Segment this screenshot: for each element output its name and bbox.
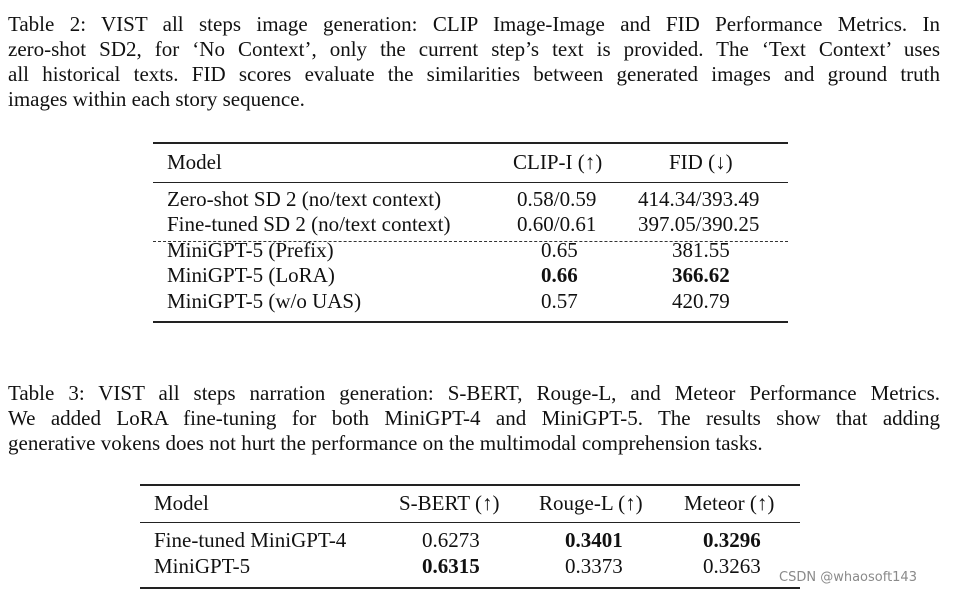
mid-rule	[140, 522, 800, 523]
table-row-model: MiniGPT-5 (Prefix)	[167, 238, 334, 262]
header-meteor: Meteor (↑)	[684, 491, 775, 515]
caption-line: We added LoRA fine-tuning for both MiniG…	[8, 406, 940, 430]
table-row-fid: 420.79	[672, 289, 730, 313]
table-row-sbert: 0.6273	[422, 528, 480, 552]
table-row-fid: 381.55	[672, 238, 730, 262]
header-model: Model	[167, 150, 222, 174]
table-row-fid: 414.34/393.49	[638, 187, 760, 211]
table-row-clip: 0.66	[541, 263, 578, 287]
table-row-model: MiniGPT-5 (LoRA)	[167, 263, 335, 287]
table-row-clip: 0.60/0.61	[517, 212, 597, 236]
table-row-meteor: 0.3263	[703, 554, 761, 578]
bottom-rule	[153, 321, 788, 323]
caption-line: Table 3: VIST all steps narration genera…	[8, 381, 940, 405]
table-row-model: MiniGPT-5	[154, 554, 251, 578]
table-row-model: MiniGPT-5 (w/o UAS)	[167, 289, 362, 313]
header-clip: CLIP-I (↑)	[513, 150, 603, 174]
caption-line: Table 2: VIST all steps image generation…	[8, 12, 940, 36]
bottom-rule	[140, 587, 800, 589]
table3: Model S-BERT (↑) Rouge-L (↑) Meteor (↑) …	[140, 484, 800, 592]
table-row-clip: 0.57	[541, 289, 578, 313]
table2: Model CLIP-I (↑) FID (↓) Zero-shot SD 2 …	[153, 142, 788, 324]
caption-line: zero-shot SD2, for ‘No Context’, only th…	[8, 37, 940, 61]
table-row-model: Zero-shot SD 2 (no/text context)	[167, 187, 442, 211]
header-fid: FID (↓)	[669, 150, 733, 174]
top-rule	[140, 484, 800, 486]
table-row-sbert: 0.6315	[422, 554, 480, 578]
header-sbert: S-BERT (↑)	[399, 491, 500, 515]
table-row-model: Fine-tuned MiniGPT-4	[154, 528, 347, 552]
table-row-rouge: 0.3373	[565, 554, 623, 578]
table-row-fid: 366.62	[672, 263, 730, 287]
table-row-meteor: 0.3296	[703, 528, 761, 552]
top-rule	[153, 142, 788, 144]
caption-line: images within each story sequence.	[8, 87, 305, 111]
table2-caption: Table 2: VIST all steps image generation…	[8, 12, 940, 112]
caption-line: all historical texts. FID scores evaluat…	[8, 62, 940, 86]
dashed-separator	[153, 241, 788, 242]
table-row-clip: 0.58/0.59	[517, 187, 597, 211]
table-row-clip: 0.65	[541, 238, 578, 262]
table-row-fid: 397.05/390.25	[638, 212, 760, 236]
watermark: CSDN @whaosoft143	[779, 570, 917, 585]
table3-caption: Table 3: VIST all steps narration genera…	[8, 381, 940, 456]
header-rouge: Rouge-L (↑)	[539, 491, 643, 515]
table-row-model: Fine-tuned SD 2 (no/text context)	[167, 212, 451, 236]
caption-line: generative vokens does not hurt the perf…	[8, 431, 763, 455]
header-model: Model	[154, 491, 209, 515]
table-row-rouge: 0.3401	[565, 528, 623, 552]
mid-rule	[153, 182, 788, 183]
